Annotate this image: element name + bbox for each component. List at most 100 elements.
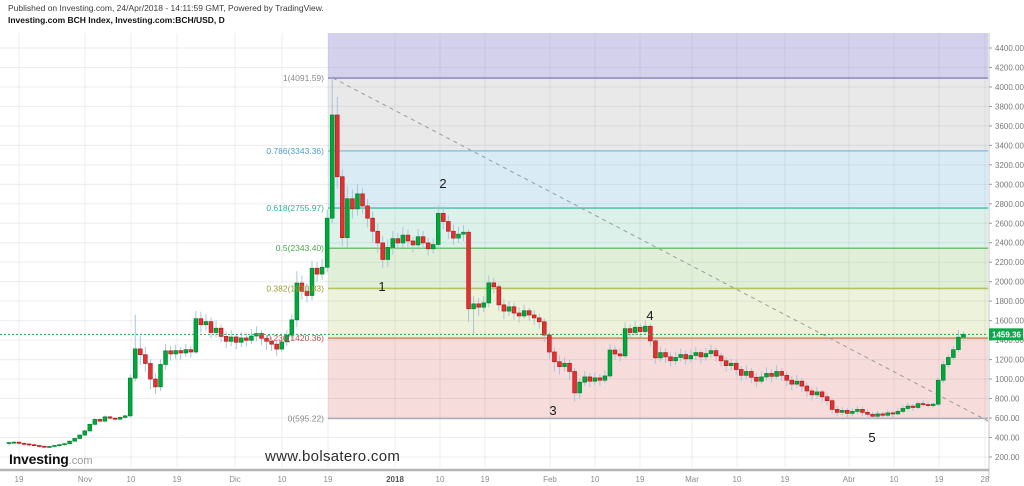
candle-body — [324, 217, 330, 268]
candle-body — [834, 409, 840, 413]
candle-body — [658, 352, 663, 359]
price-axis-label: 3000.00 — [995, 180, 1024, 189]
candle-body — [749, 371, 754, 378]
logo-brand: Investing — [9, 451, 69, 467]
candle-body — [946, 357, 951, 365]
price-axis-label: 200.00 — [995, 453, 1020, 462]
elliott-wave-label: 1 — [378, 279, 385, 294]
time-axis-label: 2018 — [386, 475, 404, 484]
candle-body — [425, 242, 431, 250]
candle-body — [446, 221, 451, 232]
candle-body — [173, 350, 178, 355]
fib-level-label: 0.618(2755.97) — [266, 203, 324, 213]
candle-body — [784, 375, 789, 381]
candle-body — [491, 282, 497, 288]
candle-body — [127, 377, 133, 417]
candle-body — [67, 440, 72, 445]
candle-body — [269, 340, 274, 345]
time-axis-label: 28 — [981, 475, 990, 484]
candle-body — [122, 415, 128, 418]
fib-level-label: 1(4091.59) — [283, 73, 324, 83]
candle-body — [572, 371, 577, 394]
candle-body — [698, 352, 704, 358]
candle-body — [395, 238, 401, 244]
candle-body — [208, 321, 214, 333]
candle-body — [875, 413, 880, 417]
price-axis-label: 1400.00 — [995, 336, 1024, 345]
fib-band — [328, 78, 988, 151]
candle-body — [799, 380, 805, 387]
candle-body — [733, 362, 739, 370]
candle-body — [309, 267, 315, 296]
candle-body — [637, 326, 643, 332]
time-axis-label: 10 — [278, 475, 287, 484]
price-axis-panel[interactable] — [989, 0, 1024, 486]
candle-body — [203, 321, 209, 326]
candle-body — [97, 419, 103, 422]
candle-body — [31, 444, 37, 447]
time-axis-label: 19 — [636, 475, 645, 484]
candle-body — [612, 349, 618, 355]
fib-level-label: 0.382(1930.83) — [266, 283, 324, 293]
candle-body — [643, 325, 648, 332]
candle-body — [375, 230, 380, 244]
candle-body — [486, 282, 492, 304]
candle-body — [951, 349, 956, 358]
price-axis-label: 1800.00 — [995, 297, 1024, 306]
candle-body — [360, 193, 365, 207]
candle-body — [774, 371, 779, 377]
candle-body — [592, 377, 598, 382]
candle-body — [728, 362, 734, 366]
candle-body — [234, 336, 239, 343]
candle-body — [688, 355, 693, 360]
price-axis-label: 2200.00 — [995, 258, 1024, 267]
candle-body — [284, 334, 290, 343]
price-axis-label: 3200.00 — [995, 161, 1024, 170]
candle-body — [289, 319, 295, 336]
time-axis-label: 10 — [127, 475, 136, 484]
price-axis-label: 2600.00 — [995, 219, 1024, 228]
fib-band — [328, 288, 988, 339]
price-axis-label: 4200.00 — [995, 63, 1024, 72]
price-badge — [989, 328, 1023, 341]
candle-body — [259, 333, 264, 339]
candle-body — [562, 362, 567, 367]
trend-line[interactable] — [332, 77, 989, 422]
candle-body — [900, 408, 906, 412]
candle-body — [294, 282, 300, 321]
candle-body — [410, 240, 416, 246]
candle-body — [57, 444, 62, 447]
candle-body — [542, 321, 547, 336]
candle-body — [471, 303, 476, 310]
candle-body — [42, 445, 47, 448]
candle-body — [213, 327, 219, 333]
candle-body — [526, 310, 532, 316]
candle-body — [738, 369, 744, 376]
candle-body — [415, 236, 421, 246]
time-axis-label: 10 — [890, 475, 899, 484]
candle-body — [198, 318, 204, 326]
candle-body — [178, 350, 183, 354]
candle-body — [506, 306, 512, 312]
fib-band — [328, 150, 988, 209]
candle-body — [536, 317, 542, 323]
price-badge-value: 1459.36 — [992, 330, 1021, 339]
candle-body — [481, 302, 486, 308]
candle-body — [779, 371, 784, 376]
time-axis-label: 10 — [591, 475, 600, 484]
candle-body — [299, 282, 305, 292]
fib-band — [328, 33, 988, 79]
logo-suffix: .com — [68, 455, 93, 467]
candle-body — [466, 231, 471, 310]
elliott-wave-label: 2 — [439, 176, 446, 191]
price-axis-label: 4400.00 — [995, 44, 1024, 53]
candle-body — [860, 409, 865, 413]
candle-body — [350, 198, 355, 210]
time-axis-label: Feb — [543, 475, 557, 484]
price-axis-label: 3400.00 — [995, 141, 1024, 150]
candle-body — [759, 376, 764, 382]
time-axis-label: 19 — [481, 475, 490, 484]
candle-body — [602, 375, 608, 381]
candle-body — [168, 350, 173, 355]
